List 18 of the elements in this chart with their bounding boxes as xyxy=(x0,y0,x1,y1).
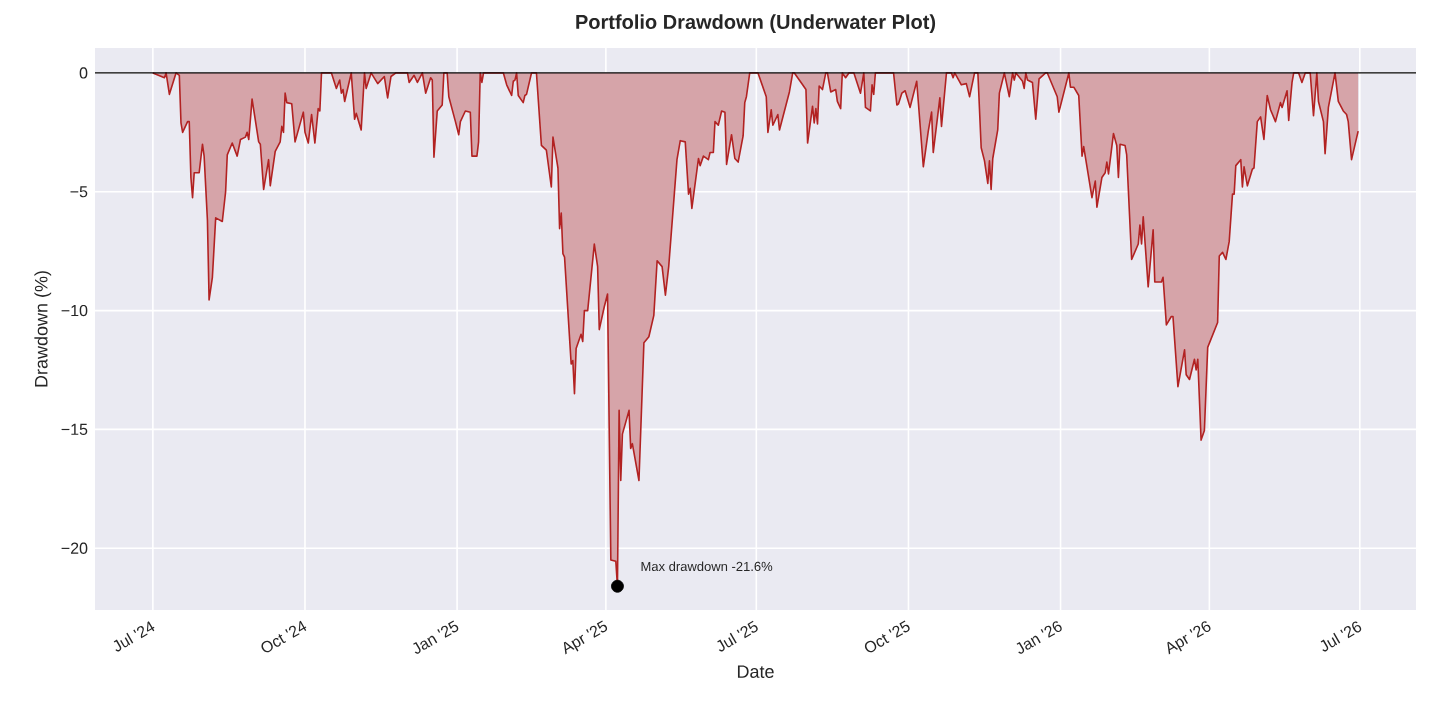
y-tick-label: −15 xyxy=(61,423,88,435)
x-tick-label: Apr '26 xyxy=(1167,621,1211,655)
x-tick-label: Jul '25 xyxy=(717,620,758,652)
x-tick-label: Jan '26 xyxy=(1016,621,1062,654)
x-tick-label: Jul '24 xyxy=(113,621,155,652)
x-tick-label: Apr '25 xyxy=(563,620,608,655)
y-axis-title: Drawdown (%) xyxy=(34,271,52,387)
y-tick-label: −10 xyxy=(61,304,88,317)
annotation: Max drawdown -21.6% xyxy=(641,561,773,572)
y-tick-label: 0 xyxy=(79,67,88,79)
x-tick-label: Oct '24 xyxy=(261,620,307,653)
x-tick-label: Jul '26 xyxy=(1320,621,1362,652)
x-axis-title: Date xyxy=(737,665,774,678)
y-tick-label: −5 xyxy=(70,186,88,198)
chart-title: Portfolio Drawdown (Underwater Plot) xyxy=(576,14,936,34)
x-tick-label: Oct '25 xyxy=(864,620,910,653)
x-tick-label: Jan '25 xyxy=(413,620,459,654)
y-tick-label: −20 xyxy=(61,542,88,554)
